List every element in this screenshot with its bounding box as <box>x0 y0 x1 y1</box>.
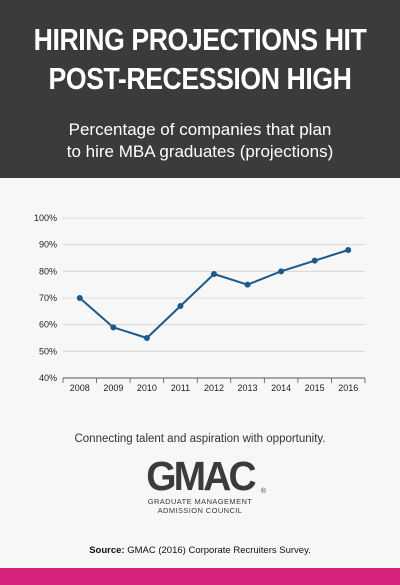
x-tick-label: 2009 <box>103 383 123 393</box>
page-title: HIRING PROJECTIONS HIT POST-RECESSION HI… <box>28 20 372 98</box>
registered-mark: ® <box>260 488 266 495</box>
y-tick-label: 100% <box>34 213 57 223</box>
y-tick-label: 90% <box>39 240 57 250</box>
y-tick-label: 50% <box>39 346 57 356</box>
line-chart: 40% 50% 60% 70% 80% 90% 100% 2008 2009 2010 2011 20… <box>34 213 366 393</box>
logo-wordmark: GMAC <box>146 453 256 499</box>
x-tick-label: 2008 <box>70 383 90 393</box>
logo-subtitle-line-1: GRADUATE MANAGEMENT <box>147 497 253 506</box>
chart-subtitle: Percentage of companies that plan to hir… <box>0 119 400 163</box>
x-tick-label: 2016 <box>338 383 358 393</box>
y-tick-label: 70% <box>39 293 57 303</box>
x-tick-label: 2011 <box>171 383 190 393</box>
data-point <box>76 295 83 301</box>
tagline: Connecting talent and aspiration with op… <box>74 433 326 445</box>
y-tick-label: 60% <box>39 320 57 330</box>
data-point <box>211 271 217 277</box>
source-text: GMAC (2016) Corporate Recruiters Survey. <box>124 545 311 556</box>
subtitle-line-1: Percentage of companies that plan <box>68 120 332 139</box>
data-point <box>278 268 285 275</box>
subtitle-line-2: to hire MBA graduates (projections) <box>66 142 334 161</box>
data-point <box>110 324 117 331</box>
x-tick-label: 2013 <box>238 383 258 393</box>
source-note: Source: GMAC (2016) Corporate Recruiters… <box>0 545 400 556</box>
x-tick-label: 2015 <box>305 383 325 393</box>
data-point <box>143 335 150 341</box>
data-point <box>244 281 251 288</box>
x-tick-label: 2012 <box>204 383 224 393</box>
data-point <box>177 303 184 309</box>
title-line-1: HIRING PROJECTIONS HIT <box>33 22 367 57</box>
accent-bar <box>0 568 400 585</box>
x-tick-label: 2014 <box>271 383 291 393</box>
source-label: Source: <box>89 545 125 556</box>
data-point <box>311 257 318 264</box>
gmac-logo: GMAC ® GRADUATE MANAGEMENT ADMISSION COU… <box>128 455 272 515</box>
logo-subtitle-line-2: ADMISSION COUNCIL <box>157 506 243 515</box>
data-point <box>345 247 352 253</box>
x-tick-label: 2010 <box>137 383 157 393</box>
header-banner: HIRING PROJECTIONS HIT POST-RECESSION HI… <box>0 0 400 178</box>
title-line-2: POST-RECESSION HIGH <box>48 61 352 96</box>
y-tick-label: 40% <box>39 373 57 383</box>
y-tick-label: 80% <box>39 266 57 276</box>
